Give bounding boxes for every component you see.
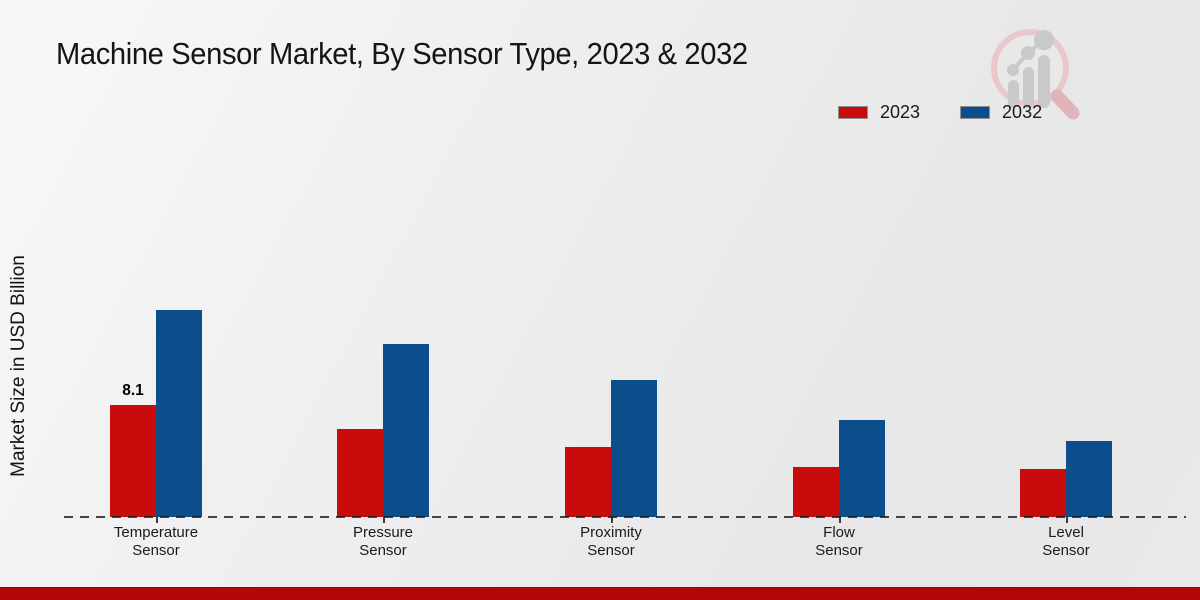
legend-item-2023: 2023 bbox=[838, 102, 920, 123]
bar-2032-level-sensor bbox=[1066, 441, 1112, 517]
bar-2023-flow-sensor bbox=[793, 467, 839, 517]
bar-2032-flow-sensor bbox=[839, 420, 885, 517]
bar-2023-temperature-sensor bbox=[110, 405, 156, 517]
magnifier-bar-chart-logo-icon bbox=[991, 29, 1080, 120]
legend: 2023 2032 bbox=[838, 102, 1042, 123]
bar-2023-proximity-sensor bbox=[565, 447, 611, 517]
x-axis-tick bbox=[839, 517, 841, 523]
legend-item-2032: 2032 bbox=[960, 102, 1042, 123]
legend-swatch-2032 bbox=[960, 106, 991, 119]
legend-label-2032: 2032 bbox=[1002, 102, 1043, 122]
x-axis-tick bbox=[156, 517, 158, 523]
bar-2023-level-sensor bbox=[1020, 469, 1066, 517]
category-label-flow-sensor: Flow Sensor bbox=[815, 524, 863, 559]
x-axis-baseline bbox=[64, 516, 1186, 518]
legend-label-2023: 2023 bbox=[880, 102, 921, 122]
chart-title: Machine Sensor Market, By Sensor Type, 2… bbox=[56, 36, 748, 71]
category-label-level-sensor: Level Sensor bbox=[1042, 524, 1090, 559]
legend-swatch-2023 bbox=[838, 106, 868, 119]
category-label-temperature-sensor: Temperature Sensor bbox=[113, 524, 199, 559]
bar-2032-proximity-sensor bbox=[611, 380, 657, 517]
category-label-proximity-sensor: Proximity Sensor bbox=[580, 524, 642, 559]
data-label-2023-temperature-sensor: 8.1 bbox=[122, 382, 144, 399]
footer-accent-bar bbox=[0, 587, 1200, 600]
x-axis-tick bbox=[383, 517, 385, 523]
category-label-pressure-sensor: Pressure Sensor bbox=[352, 524, 414, 559]
x-axis-tick bbox=[611, 517, 613, 523]
x-axis-tick bbox=[1066, 517, 1068, 523]
bar-2023-pressure-sensor bbox=[337, 429, 383, 517]
bar-2032-temperature-sensor bbox=[156, 310, 202, 517]
bar-2032-pressure-sensor bbox=[383, 344, 429, 517]
